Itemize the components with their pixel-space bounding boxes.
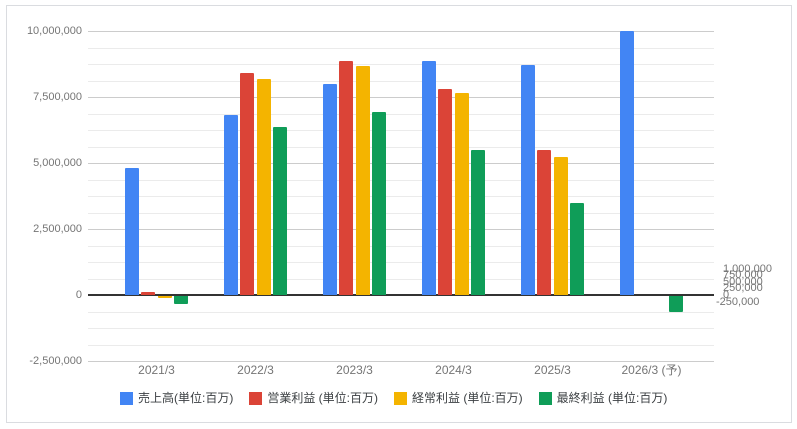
legend-swatch-icon <box>249 391 263 405</box>
major-gridline <box>88 163 714 164</box>
left-axis-tick-label: 2,500,000 <box>33 223 82 235</box>
legend: 売上高(単位:百万) 営業利益 (単位:百万) 経常利益 (単位:百万) 最終利益 (… <box>120 391 683 405</box>
bar-series3-cat4[interactable] <box>570 202 585 295</box>
right-axis-tick-label: 500,000 <box>723 275 763 288</box>
bar-series3-cat2[interactable] <box>372 111 387 295</box>
legend-item-label: 売上高(単位:百万) <box>138 391 234 405</box>
category-label: 2023/3 <box>336 363 373 377</box>
bar-series1-cat4[interactable] <box>537 150 552 295</box>
right-axis-tick-label: 0 <box>723 289 730 301</box>
bar-series0-cat2[interactable] <box>322 84 337 295</box>
bar-series0-cat4[interactable] <box>520 65 535 295</box>
left-axis-tick-label: 10,000,000 <box>26 25 82 37</box>
major-gridline <box>88 97 714 98</box>
legend-swatch-icon <box>120 391 133 405</box>
legend-item-label: 営業利益 (単位:百万) <box>267 391 378 405</box>
legend-swatch-icon <box>538 391 552 405</box>
legend-item-series3[interactable]: 最終利益 (単位:百万) <box>538 391 668 405</box>
bar-series3-cat0[interactable] <box>174 296 189 305</box>
legend-item-series1[interactable]: 営業利益 (単位:百万) <box>249 391 378 405</box>
bar-series2-cat4[interactable] <box>553 157 568 295</box>
bar-series0-cat5[interactable] <box>619 31 634 295</box>
left-axis-tick-label: 7,500,000 <box>33 91 82 103</box>
minor-gridline <box>88 328 714 329</box>
bar-series0-cat1[interactable] <box>223 115 238 295</box>
bar-series1-cat0[interactable] <box>141 292 156 295</box>
right-axis-tick-label: 1,000,000 <box>723 262 772 275</box>
bar-series2-cat1[interactable] <box>256 79 271 295</box>
minor-gridline <box>88 245 714 247</box>
minor-gridline <box>88 130 714 131</box>
category-label: 2025/3 <box>534 363 571 377</box>
legend-item-label: 最終利益 (単位:百万) <box>556 391 668 405</box>
minor-gridline <box>88 262 714 263</box>
bar-series0-cat3[interactable] <box>421 60 436 295</box>
bar-series2-cat2[interactable] <box>355 65 370 295</box>
bar-series3-cat5[interactable] <box>669 296 684 312</box>
minor-gridline <box>88 212 714 214</box>
minor-gridline <box>88 113 714 115</box>
minor-gridline <box>88 344 714 346</box>
zero-baseline <box>88 294 714 296</box>
right-axis-tick-label: -250,000 <box>716 295 760 308</box>
minor-gridline <box>88 196 714 197</box>
left-axis-tick-label: -2,500,000 <box>29 355 82 367</box>
left-axis-tick-label: 5,000,000 <box>33 157 82 169</box>
minor-gridline <box>88 80 714 82</box>
bar-series1-cat1[interactable] <box>240 73 255 295</box>
category-label: 2021/3 <box>138 363 175 377</box>
bar-series1-cat3[interactable] <box>438 88 453 295</box>
legend-swatch-icon <box>394 391 407 405</box>
major-gridline <box>88 31 714 32</box>
minor-gridline <box>88 47 714 49</box>
minor-gridline <box>88 146 714 148</box>
major-gridline <box>88 361 714 362</box>
legend-item-series0[interactable]: 売上高(単位:百万) <box>120 391 233 405</box>
bar-series2-cat0[interactable] <box>157 296 172 299</box>
minor-gridline <box>88 179 714 181</box>
bar-series3-cat3[interactable] <box>471 149 486 295</box>
minor-gridline <box>88 311 714 313</box>
bar-series0-cat0[interactable] <box>124 167 139 295</box>
category-label: 2026/3 (予) <box>621 363 682 377</box>
bar-series1-cat2[interactable] <box>339 61 354 295</box>
minor-gridline <box>88 64 714 65</box>
left-axis-tick-label: 0 <box>75 289 82 301</box>
legend-item-series2[interactable]: 経常利益 (単位:百万) <box>394 391 523 405</box>
minor-gridline <box>88 278 714 280</box>
legend-item-label: 経常利益 (単位:百万) <box>412 391 523 405</box>
bar-series2-cat3[interactable] <box>454 92 469 295</box>
right-axis-tick-label: 250,000 <box>723 282 763 295</box>
right-axis-tick-label: 750,000 <box>723 269 763 282</box>
bar-series3-cat1[interactable] <box>273 126 288 295</box>
category-label: 2024/3 <box>435 363 472 377</box>
major-gridline <box>88 229 714 230</box>
category-label: 2022/3 <box>237 363 274 377</box>
